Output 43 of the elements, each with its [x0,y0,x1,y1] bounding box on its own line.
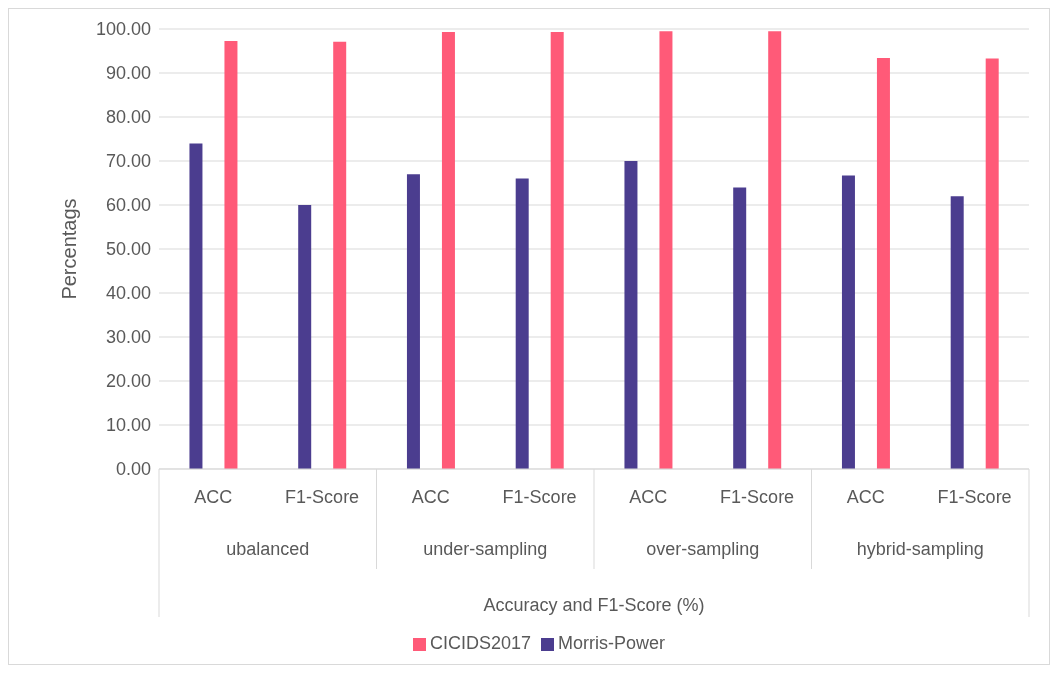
y-tick-label: 90.00 [105,63,151,84]
y-tick-label: 0.00 [115,459,151,480]
y-tick-label: 100.00 [95,19,151,40]
text: ubalanced [226,539,310,559]
y-tick-label: 40.00 [105,283,151,304]
bar [189,143,203,469]
x-axis-title: Accuracy and F1-Score (%) [483,595,705,615]
x-tick-label: ACC [846,487,885,507]
bar [333,41,347,469]
bar [441,32,455,469]
bar [550,32,564,469]
y-tick-label: 70.00 [105,151,151,172]
bar [515,178,529,469]
bar [624,161,638,469]
x-tick-label: F1-Score [285,487,360,507]
bar [841,175,855,469]
text: over-sampling [646,539,760,559]
x-tick-label: ACC [194,487,233,507]
text: under-sampling [423,539,548,559]
y-tick-label: 20.00 [105,371,151,392]
bar [985,58,999,469]
y-tick-label: 50.00 [105,239,151,260]
y-tick-label: 60.00 [105,195,151,216]
bar [768,31,782,469]
y-axis-title: Percentags [58,198,81,300]
x-tick-label: F1-Score [720,487,795,507]
text: hybrid-sampling [856,539,984,559]
bar [876,58,890,469]
x-tick-label: F1-Score [502,487,577,507]
legend-label: CICIDS2017 [429,633,532,653]
bar [950,196,964,469]
y-tick-label: 80.00 [105,107,151,128]
bar [733,187,747,469]
bar [406,174,420,469]
x-tick-label: F1-Score [937,487,1012,507]
bar [659,31,673,469]
y-tick-label: 30.00 [105,327,151,348]
x-tick-label: ACC [411,487,450,507]
bar [298,205,312,469]
legend-label: Morris-Power [558,633,666,653]
bar [224,40,238,469]
y-tick-label: 10.00 [105,415,151,436]
x-tick-label: ACC [629,487,668,507]
